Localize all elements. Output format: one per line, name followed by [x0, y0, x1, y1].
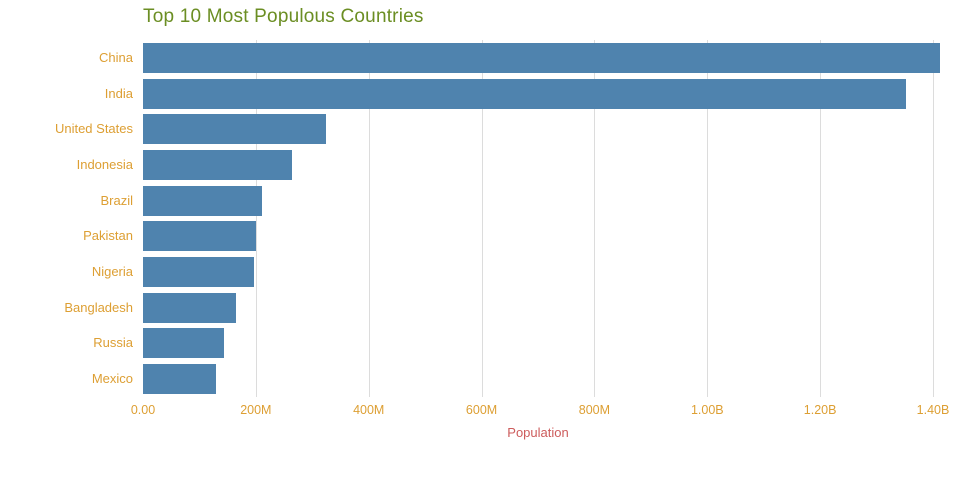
bar	[143, 149, 292, 180]
bar	[143, 114, 327, 145]
x-axis-title: Population	[507, 425, 569, 440]
gridline	[707, 40, 709, 397]
x-tick-label: 0.00	[130, 403, 156, 417]
gridline	[255, 40, 257, 397]
x-tick-label: 200M	[240, 403, 272, 417]
y-axis-label: Russia	[93, 335, 133, 351]
bar	[143, 78, 906, 109]
chart-title: Top 10 Most Populous Countries	[143, 6, 424, 27]
x-tick-label: 1.20B	[803, 403, 837, 417]
bar	[143, 292, 237, 323]
y-axis-label: Bangladesh	[64, 299, 133, 315]
y-axis-label: Nigeria	[91, 264, 133, 280]
bar	[143, 364, 216, 395]
y-axis-label: United States	[54, 121, 133, 137]
y-axis-label: China	[99, 49, 133, 65]
x-tick-label: 600M	[465, 403, 498, 417]
x-tick-label: 1.00B	[690, 403, 724, 417]
x-tick-label: 1.40B	[916, 403, 950, 417]
y-axis-label: Pakistan	[83, 228, 133, 244]
gridline	[820, 40, 822, 397]
y-axis-label: India	[104, 85, 133, 101]
bar	[143, 257, 254, 288]
gridline	[368, 40, 370, 397]
bar	[143, 221, 256, 252]
y-axis-label: Mexico	[91, 371, 133, 387]
gridline	[481, 40, 483, 397]
x-tick-label: 800M	[578, 403, 611, 417]
gridline	[594, 40, 596, 397]
bar	[143, 42, 940, 73]
bar	[143, 185, 262, 216]
y-axis-label: Indonesia	[76, 156, 133, 172]
x-tick-label: 400M	[353, 403, 385, 417]
gridline	[933, 40, 934, 397]
y-axis-label: Brazil	[100, 192, 133, 208]
bar	[143, 328, 225, 359]
